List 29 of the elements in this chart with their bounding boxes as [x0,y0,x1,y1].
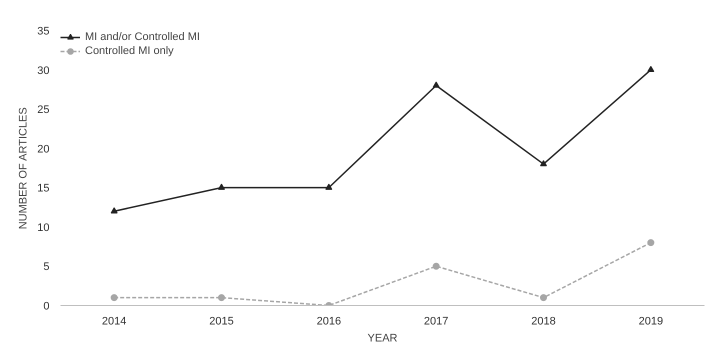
point [110,294,118,302]
point [647,239,654,246]
point [218,294,225,302]
y-tick-label: 5 [43,261,50,274]
point [432,262,440,270]
point [647,66,654,72]
y-tick-label: 15 [37,182,50,195]
y-tick-label: 10 [37,222,50,234]
legend-label: Controlled MI only [85,44,174,58]
x-tick-label: 2017 [424,316,448,328]
x-tick-label: 2019 [638,316,664,328]
y-tick-label: 30 [37,64,50,77]
legend-label: MI and/or Controlled MI [85,30,200,44]
y-tick-label: 0 [43,300,50,312]
x-tick-label: 2016 [316,316,342,328]
point [540,294,547,302]
y-tick-label: 20 [37,143,50,156]
x-tick-label: 2018 [531,316,556,328]
point [110,207,118,214]
point [540,160,547,166]
y-tick-label: 25 [37,104,50,116]
x-tick-label: 2014 [102,316,126,328]
point [432,82,440,88]
y-tick-label: 35 [37,26,50,38]
point [325,184,332,190]
x-tick-label: 2015 [209,316,234,328]
x-axis-title: YEAR [368,332,398,344]
y-axis-title: NUMBER OF ARTICLES [17,107,30,230]
point [218,184,225,190]
